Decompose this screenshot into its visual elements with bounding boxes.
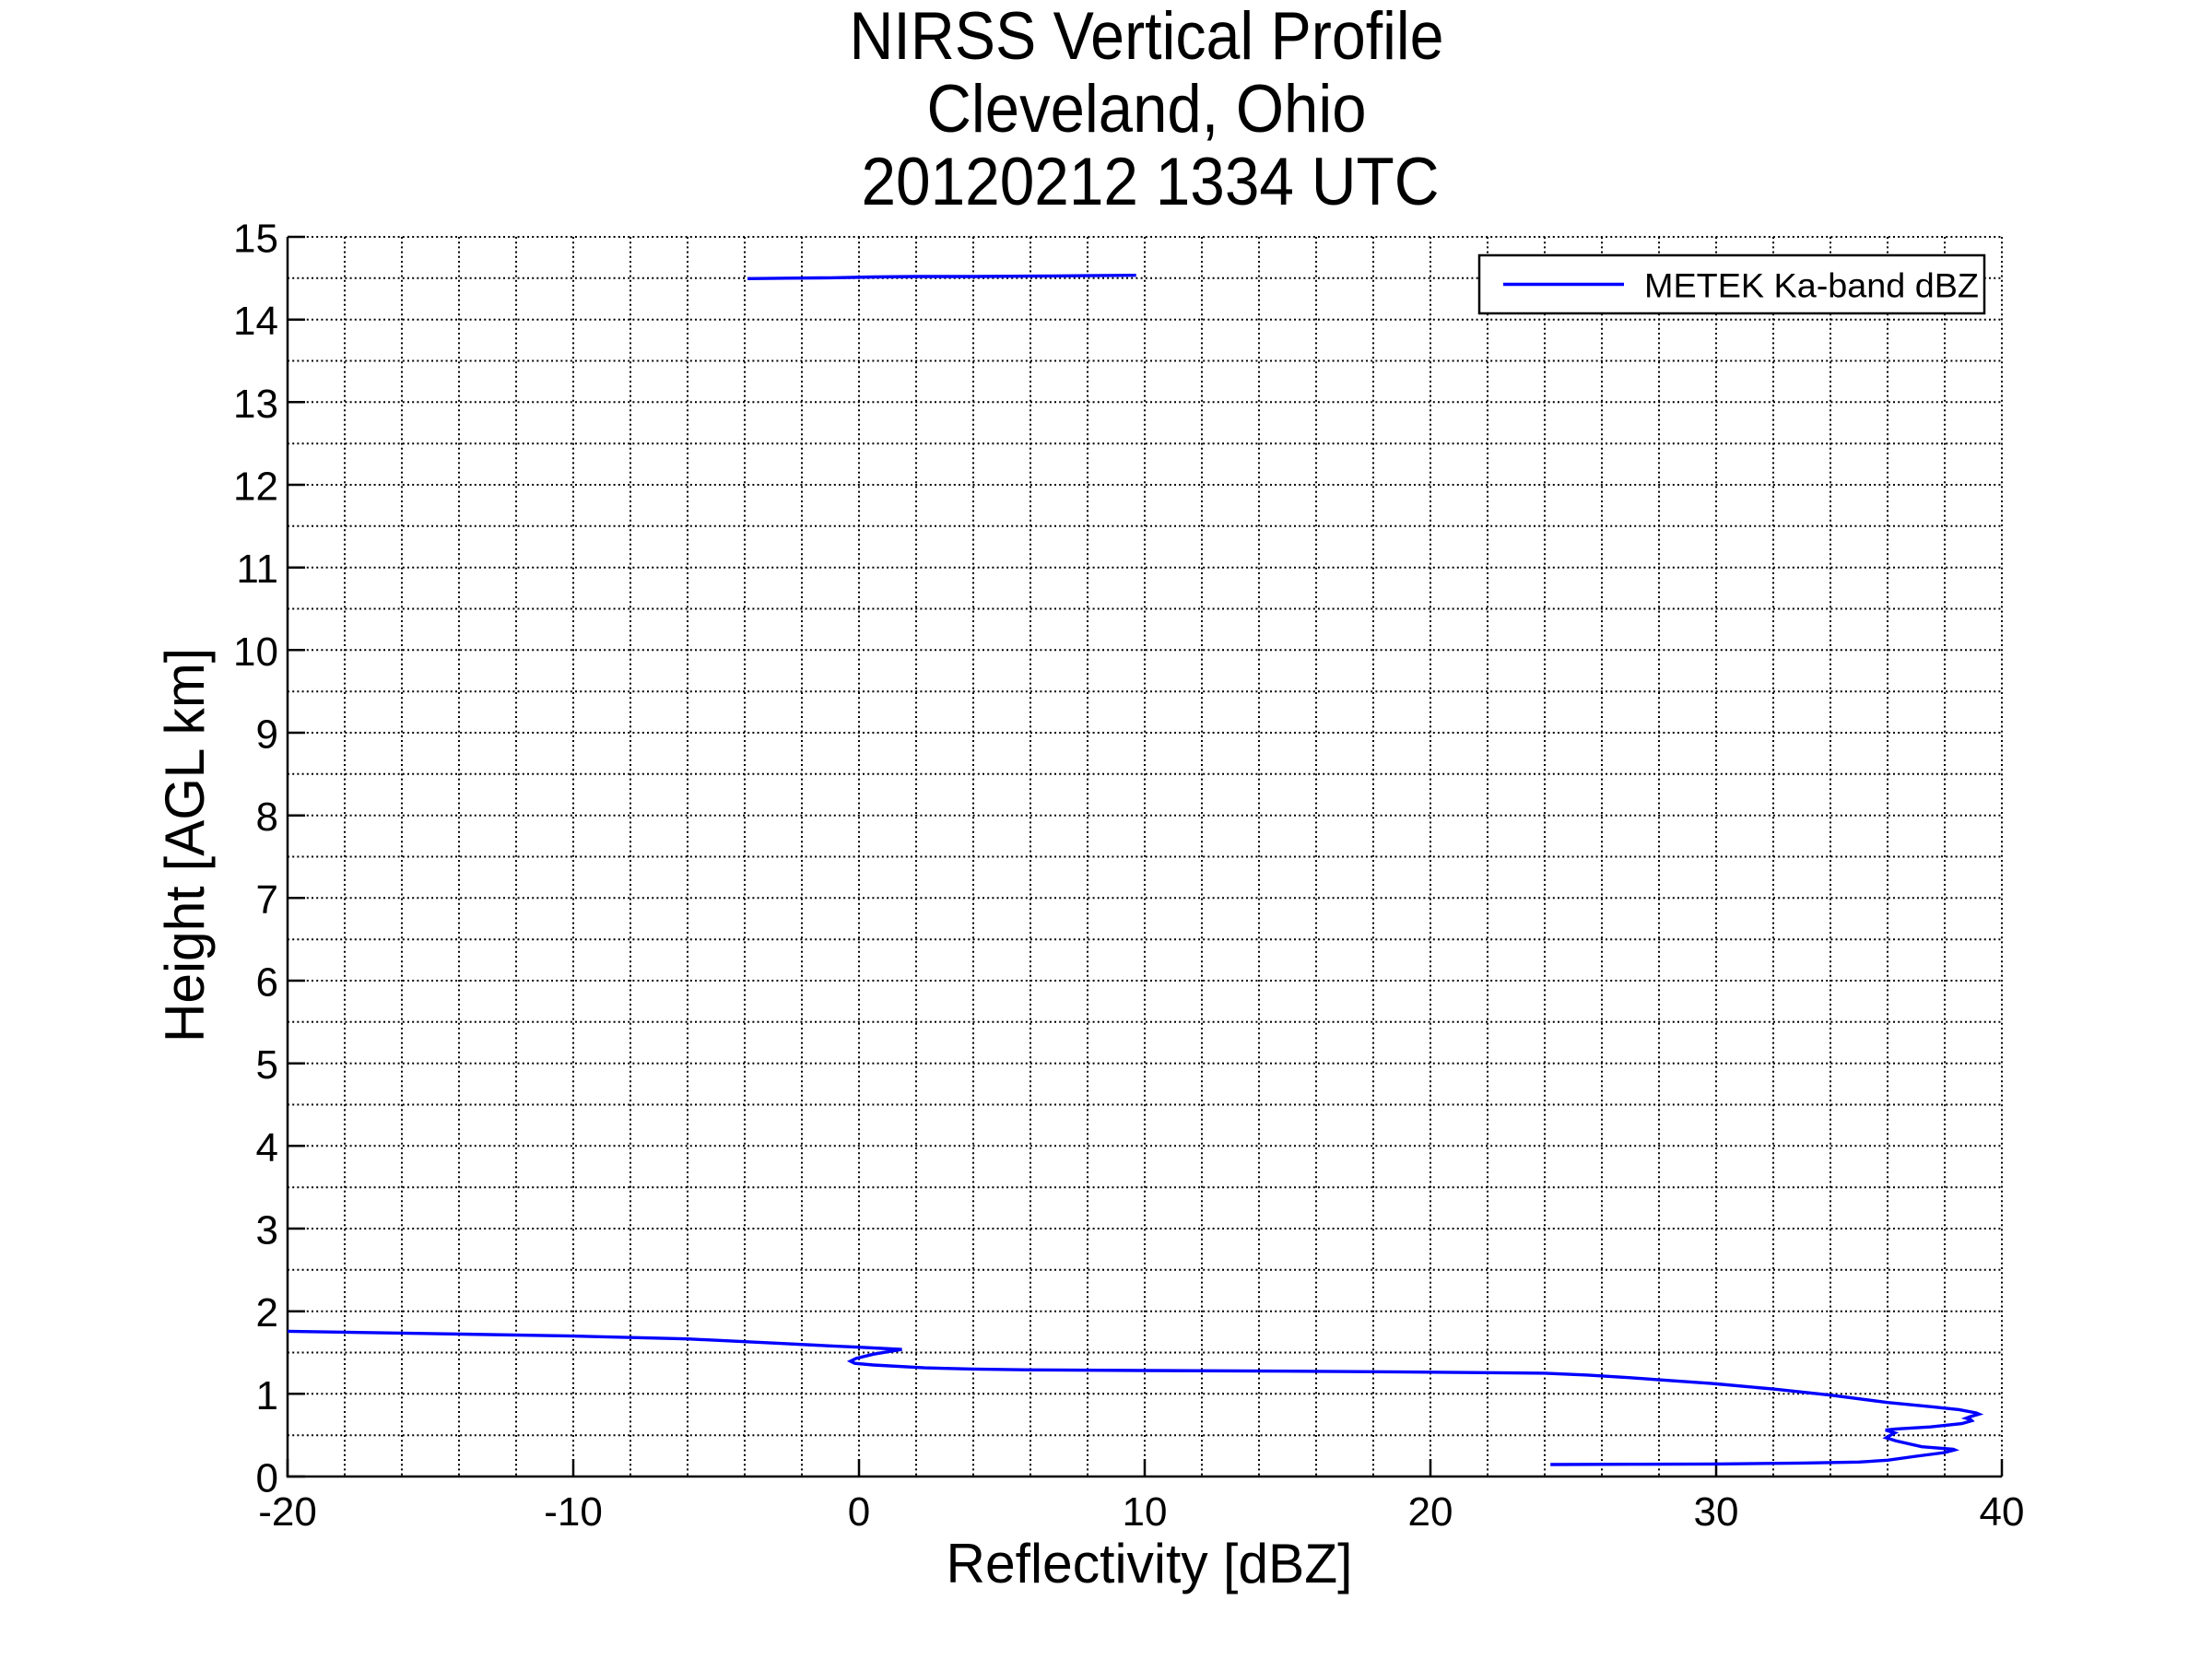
svg-text:20120212 1334 UTC: 20120212 1334 UTC — [862, 145, 1440, 219]
svg-text:-10: -10 — [544, 1489, 603, 1535]
svg-text:10: 10 — [1123, 1489, 1168, 1535]
svg-text:1: 1 — [256, 1373, 278, 1418]
svg-text:11: 11 — [236, 547, 278, 592]
svg-text:METEK Ka-band dBZ: METEK Ka-band dBZ — [1644, 267, 1979, 305]
svg-text:NIRSS Vertical Profile: NIRSS Vertical Profile — [850, 0, 1444, 74]
svg-text:2: 2 — [256, 1290, 278, 1335]
svg-text:9: 9 — [256, 712, 278, 758]
svg-text:3: 3 — [256, 1208, 278, 1253]
svg-text:Cleveland, Ohio: Cleveland, Ohio — [927, 72, 1367, 147]
svg-text:20: 20 — [1408, 1489, 1453, 1535]
svg-text:Reflectivity [dBZ]: Reflectivity [dBZ] — [947, 1533, 1353, 1594]
svg-text:10: 10 — [233, 629, 278, 675]
svg-text:-20: -20 — [258, 1489, 317, 1535]
svg-text:5: 5 — [256, 1042, 278, 1088]
svg-text:13: 13 — [233, 382, 278, 427]
svg-text:8: 8 — [256, 794, 278, 840]
svg-text:0: 0 — [848, 1489, 870, 1535]
svg-text:Height [AGL km]: Height [AGL km] — [154, 648, 216, 1042]
svg-text:12: 12 — [233, 465, 278, 510]
svg-text:4: 4 — [256, 1125, 278, 1171]
svg-text:6: 6 — [256, 960, 278, 1006]
svg-text:14: 14 — [233, 299, 278, 344]
svg-text:40: 40 — [1980, 1489, 2025, 1535]
svg-text:7: 7 — [256, 877, 278, 923]
svg-text:30: 30 — [1694, 1489, 1739, 1535]
svg-text:0: 0 — [256, 1456, 278, 1501]
svg-text:15: 15 — [233, 217, 278, 262]
